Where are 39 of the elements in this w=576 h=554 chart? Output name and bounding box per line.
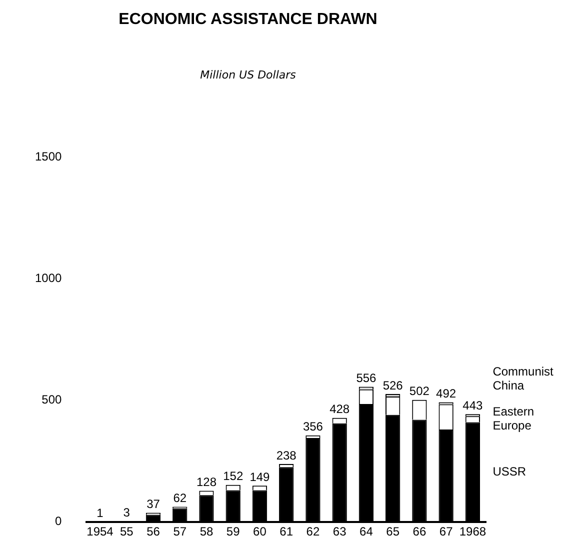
chart-title: ECONOMIC ASSISTANCE DRAWN: [118, 11, 378, 28]
total-label: 443: [462, 398, 484, 412]
y-tick-label: 0: [55, 514, 62, 528]
x-tick-label: 59: [226, 524, 240, 538]
total-label: 128: [196, 475, 217, 490]
x-tick-label: 56: [146, 524, 160, 538]
y-tick-label: 500: [42, 392, 62, 407]
x-tick-label: 1968: [459, 524, 486, 538]
x-tick-label: 66: [412, 524, 426, 538]
x-tick-label: 60: [253, 524, 267, 538]
total-label: 152: [223, 469, 244, 484]
total-label: 1: [96, 506, 104, 520]
text: Communist China: [492, 364, 554, 392]
total-label: 526: [382, 378, 404, 392]
x-tick-label: 58: [200, 524, 214, 538]
series-label: Eastern Europe: [492, 404, 534, 432]
x-tick-label: 64: [360, 524, 374, 538]
x-tick-label: 57: [173, 524, 187, 538]
x-tick-label: 55: [120, 524, 134, 538]
total-label: 3: [123, 505, 130, 520]
total-label: 556: [356, 371, 377, 386]
x-tick-label: 63: [332, 524, 347, 538]
total-label: 492: [436, 386, 456, 401]
x-tick-label: 67: [439, 524, 454, 538]
x-tick-label: 62: [306, 524, 320, 538]
total-label: 428: [330, 402, 350, 416]
x-tick-label: 1954: [86, 524, 114, 538]
x-tick-label: 61: [280, 524, 294, 538]
total-label: 37: [146, 497, 160, 512]
y-tick-label: 1000: [34, 271, 62, 286]
x-tick-label: 65: [386, 524, 400, 538]
y-tick-label: 1500: [34, 150, 62, 164]
total-label: 149: [250, 470, 270, 484]
series-label: USSR: [492, 464, 526, 478]
total-label: 238: [276, 448, 297, 462]
total-label: 62: [173, 491, 187, 506]
total-label: 356: [302, 420, 324, 434]
total-label: 502: [409, 384, 430, 398]
chart-subtitle: Million US Dollars: [200, 68, 296, 82]
